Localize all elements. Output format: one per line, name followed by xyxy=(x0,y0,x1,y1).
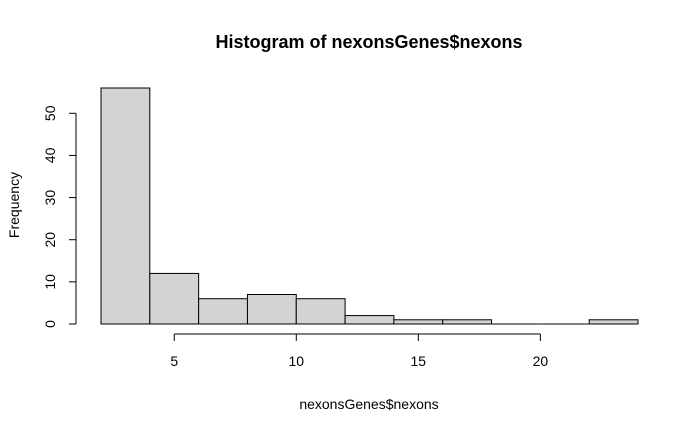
histogram-bar-2 xyxy=(198,298,248,325)
y-axis-label: Frequency xyxy=(6,172,22,238)
x-tick-label: 5 xyxy=(170,353,178,369)
x-tick-label: 10 xyxy=(288,353,304,369)
y-axis: 0 10 20 30 40 50 xyxy=(42,105,77,328)
histogram-bar-6 xyxy=(393,319,444,325)
bars-group xyxy=(100,87,639,325)
histogram-bar-7 xyxy=(442,319,493,325)
x-tick-label: 15 xyxy=(411,353,427,369)
y-tick-label: 50 xyxy=(42,105,58,121)
x-axis: 5 10 15 20 xyxy=(170,333,549,369)
histogram-bar-0 xyxy=(100,87,151,325)
y-tick-label: 20 xyxy=(42,232,58,248)
x-axis-label: nexonsGenes$nexons xyxy=(299,396,438,412)
histogram-bar-3 xyxy=(246,294,297,325)
x-tick-label: 20 xyxy=(533,353,549,369)
y-tick-label: 40 xyxy=(42,147,58,163)
histogram-bar-4 xyxy=(295,298,346,325)
histogram-bar-10 xyxy=(588,319,639,325)
y-tick-label: 0 xyxy=(42,320,58,328)
y-tick-label: 30 xyxy=(42,190,58,206)
histogram-bar-1 xyxy=(149,272,200,325)
chart-title: Histogram of nexonsGenes$nexons xyxy=(215,32,522,52)
y-tick-label: 10 xyxy=(42,274,58,290)
histogram-bar-5 xyxy=(344,315,395,325)
